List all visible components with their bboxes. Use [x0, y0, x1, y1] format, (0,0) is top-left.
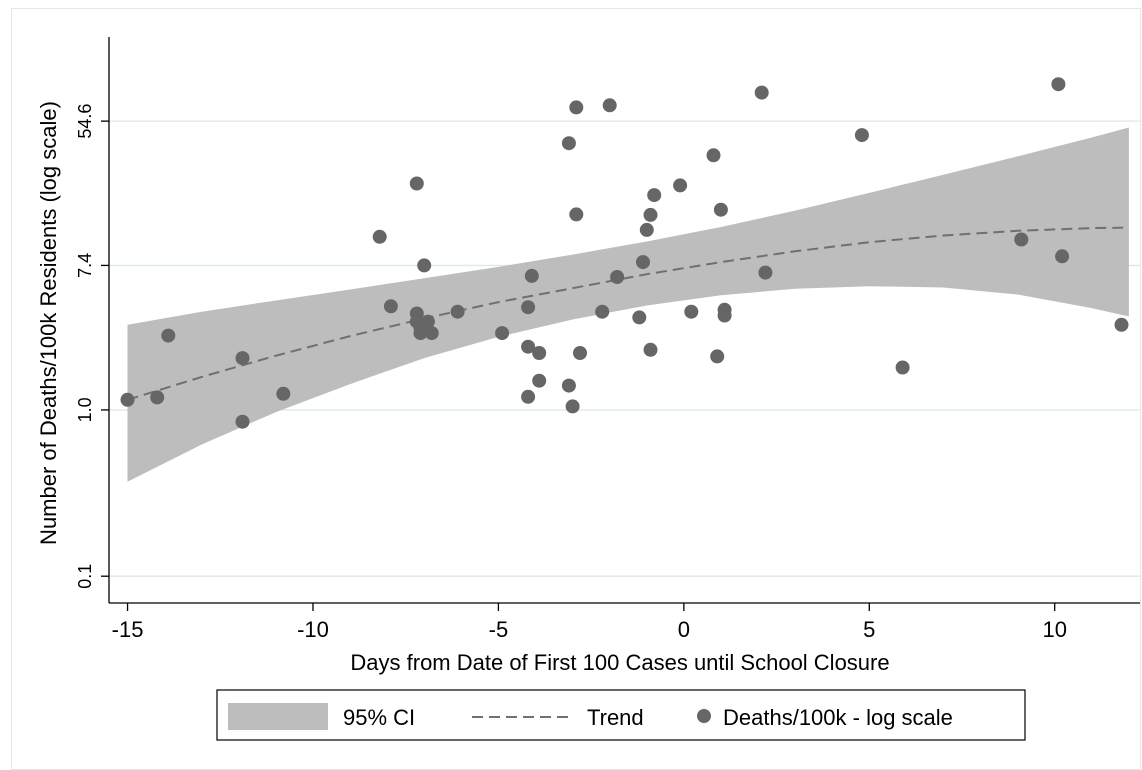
- legend-ci-swatch: [228, 703, 328, 730]
- data-point: [276, 386, 291, 401]
- data-point: [521, 339, 536, 354]
- data-point: [424, 326, 439, 341]
- data-point: [758, 265, 773, 280]
- data-point: [595, 304, 610, 319]
- data-point: [521, 300, 536, 315]
- data-point: [161, 328, 176, 343]
- x-axis-title: Days from Date of First 100 Cases until …: [350, 650, 889, 675]
- confidence-band: [127, 127, 1129, 482]
- x-tick-label-1: -10: [297, 617, 329, 642]
- data-point: [1055, 249, 1070, 264]
- data-point: [235, 414, 250, 429]
- data-point: [573, 346, 587, 360]
- data-point: [569, 100, 584, 115]
- legend-points-swatch: [697, 709, 711, 723]
- y-tick-label-0: 0.1: [75, 564, 95, 589]
- data-point: [713, 202, 728, 217]
- legend-points-label: Deaths/100k - log scale: [723, 705, 953, 730]
- data-point: [1014, 232, 1029, 247]
- data-point: [706, 148, 721, 163]
- ci-band-area: [127, 127, 1129, 482]
- data-point: [120, 392, 135, 407]
- data-point: [383, 299, 398, 314]
- data-point: [1114, 317, 1129, 332]
- y-axis-title: Number of Deaths/100k Residents (log sca…: [36, 101, 61, 545]
- x-ticks: -15 -10 -5 0 5 10: [112, 603, 1067, 642]
- legend-box: [216, 689, 1026, 741]
- data-point: [895, 360, 910, 375]
- data-point: [495, 326, 510, 341]
- data-point: [569, 207, 584, 222]
- data-point: [610, 270, 625, 284]
- x-tick-label-3: 0: [678, 617, 690, 642]
- data-point: [639, 222, 654, 237]
- x-tick-label-2: -5: [489, 617, 509, 642]
- y-tick-label-3: 54.6: [75, 104, 95, 139]
- data-point: [565, 399, 580, 414]
- data-point: [524, 268, 539, 283]
- data-point: [413, 326, 428, 341]
- data-point: [420, 314, 435, 329]
- data-point: [417, 258, 432, 273]
- data-point: [636, 255, 650, 270]
- data-point: [854, 128, 869, 143]
- data-point: [532, 346, 547, 360]
- y-tick-label-2: 7.4: [75, 253, 95, 278]
- data-point: [632, 310, 647, 325]
- trend-curve: [127, 226, 1129, 401]
- data-point: [532, 373, 547, 388]
- data-point: [602, 98, 617, 113]
- data-point: [372, 229, 387, 244]
- data-point: [717, 308, 732, 323]
- data-point: [150, 390, 165, 405]
- data-point: [561, 378, 576, 393]
- y-tick-label-1: 1.0: [75, 397, 95, 422]
- x-tick-label-0: -15: [112, 617, 144, 642]
- legend: 95% CI Trend Deaths/100k - log scale: [216, 689, 1026, 741]
- legend-trend-label: Trend: [587, 705, 644, 730]
- chart-frame: -15 -10 -5 0 5 10 0.1 1.0 7.4 54.6 Days from Dat…: [11, 8, 1141, 770]
- data-points: [120, 77, 1129, 429]
- data-point: [1051, 77, 1066, 92]
- data-point: [235, 351, 250, 366]
- data-point: [450, 304, 465, 319]
- data-point: [561, 136, 576, 151]
- data-point: [647, 188, 662, 203]
- data-point: [673, 178, 688, 193]
- legend-ci-label: 95% CI: [343, 705, 415, 730]
- trend-line: [127, 226, 1129, 401]
- axes: [108, 37, 1140, 604]
- data-point: [754, 85, 769, 100]
- data-point: [710, 349, 725, 364]
- data-point: [521, 389, 536, 404]
- y-ticks: 0.1 1.0 7.4 54.6: [75, 104, 109, 589]
- data-point: [409, 176, 424, 191]
- x-tick-label-5: 10: [1042, 617, 1066, 642]
- data-point: [643, 207, 658, 222]
- x-tick-label-4: 5: [863, 617, 875, 642]
- scatter-chart: -15 -10 -5 0 5 10 0.1 1.0 7.4 54.6 Days from Dat…: [36, 37, 1140, 741]
- data-point: [684, 304, 699, 319]
- data-point: [643, 342, 658, 357]
